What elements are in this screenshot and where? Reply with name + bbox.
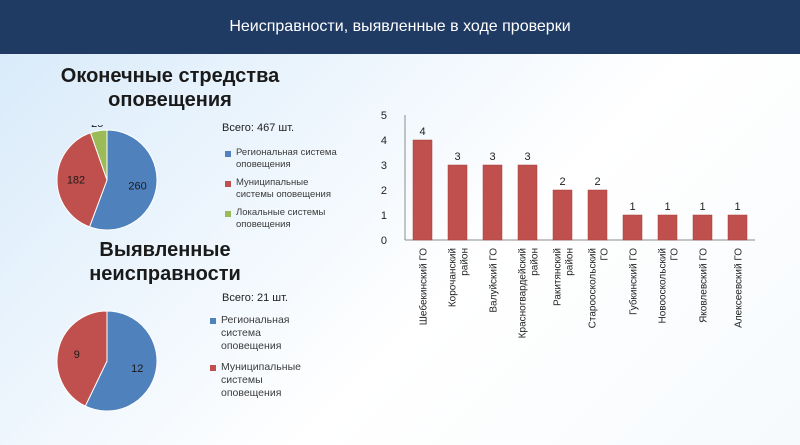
bar: [482, 164, 503, 241]
bar-data-label: 1: [699, 201, 705, 213]
bar: [587, 189, 608, 241]
x-tick-label-line: Новооскольский: [658, 248, 669, 324]
x-tick-label-line: Шебекинский ГО: [418, 248, 430, 325]
legend-swatch: [210, 318, 216, 324]
x-tick-label-line: Старооскольский: [588, 248, 599, 328]
pie-data-label: 260: [128, 180, 146, 192]
x-tick-label-line: Ракитянский: [553, 248, 564, 306]
legend-item: Региональная система оповещения: [225, 147, 340, 171]
slide-header: Неисправности, выявленные в ходе проверк…: [0, 0, 800, 54]
legend-item: Муниципальные системы оповещения: [225, 177, 340, 201]
x-tick-label-line: ГО: [670, 248, 681, 261]
x-tick-label: Новооскольский ГО: [658, 248, 681, 324]
legend-label: Муниципальные системы оповещения: [221, 361, 301, 399]
x-tick-label-line: ГО: [600, 248, 611, 261]
x-tick-label-line: Алексеевский ГО: [734, 248, 745, 328]
legend-item: Региональная система оповещения: [210, 314, 320, 353]
bar-data-label: 1: [664, 201, 670, 213]
pie-slice: [84, 310, 158, 412]
x-tick-label: Алексеевский ГО: [734, 248, 745, 328]
legend-label: Локальные системы оповещения: [236, 207, 326, 230]
bar-data-label: 3: [524, 151, 530, 163]
x-tick-label-line: Красногвардейский: [518, 248, 529, 338]
bar: [447, 164, 468, 241]
x-tick-label: Старооскольский ГО: [588, 248, 611, 329]
pie-slice: [88, 129, 158, 231]
legend-faults: Региональная система оповещения Муниципал…: [210, 314, 320, 408]
bar-data-label: 4: [419, 126, 425, 138]
x-tick-label: Шебекинский ГО: [418, 248, 430, 325]
bar-data-label: 3: [489, 151, 495, 163]
x-tick-label-line: Валуйский ГО: [489, 248, 500, 313]
pie-chart-faults: 12 9: [56, 310, 158, 412]
x-tick-label: Валуйский ГО: [489, 248, 500, 313]
total-endpoint-devices: Всего: 467 шт.: [222, 122, 295, 134]
y-tick-label: 2: [381, 185, 387, 197]
x-tick-label-line: район: [565, 248, 576, 276]
legend-label: Региональная система оповещения: [221, 314, 290, 352]
legend-label: Региональная система оповещения: [236, 147, 337, 170]
bar: [657, 214, 678, 241]
legend-swatch: [210, 365, 216, 371]
bar-data-label: 1: [734, 201, 740, 213]
x-tick-label-line: Корочанский: [448, 248, 459, 307]
legend-swatch: [225, 181, 231, 187]
x-tick-label: Ракитянский район: [553, 248, 576, 306]
bar-data-label: 1: [629, 201, 635, 213]
section-title-endpoint-devices: Оконечные стредства оповещения: [60, 65, 280, 111]
bar: [517, 164, 538, 241]
bar-data-label: 2: [594, 176, 600, 188]
section-title-faults: Выявленные неисправности: [89, 239, 241, 285]
y-tick-label: 5: [381, 110, 387, 122]
pie-chart-endpoint-devices: 260 182 25: [56, 125, 158, 231]
pie-data-label: 9: [74, 349, 80, 361]
total-faults: Всего: 21 шт.: [222, 292, 288, 304]
bar: [692, 214, 713, 241]
x-tick-label: Корочанский район: [448, 248, 471, 307]
x-tick-label-line: район: [460, 248, 471, 276]
x-tick-label: Яковлевский ГО: [699, 248, 710, 323]
y-tick-label: 4: [381, 135, 387, 147]
pie-data-label: 25: [91, 125, 103, 130]
x-tick-label-line: Яковлевский ГО: [699, 248, 710, 323]
y-tick-label: 1: [381, 210, 387, 222]
pie-data-label: 182: [67, 175, 85, 187]
pie-data-label: 12: [131, 363, 143, 375]
legend-endpoint-devices: Региональная система оповещения Муниципал…: [225, 147, 340, 237]
pie-slice: [56, 310, 108, 407]
y-tick-label: 3: [381, 160, 387, 172]
bar: [552, 189, 573, 241]
pie-slice: [89, 129, 108, 181]
legend-item: Муниципальные системы оповещения: [210, 361, 320, 400]
bar: [622, 214, 643, 241]
legend-label: Муниципальные системы оповещения: [236, 177, 331, 200]
legend-item: Локальные системы оповещения: [225, 207, 340, 231]
x-tick-label: Губкинский ГО: [628, 248, 640, 315]
bar-data-label: 3: [454, 151, 460, 163]
x-tick-label: Красногвардейский район: [518, 248, 541, 338]
bar: [727, 214, 748, 241]
legend-swatch: [225, 211, 231, 217]
x-tick-label-line: Губкинский ГО: [628, 248, 640, 315]
legend-swatch: [225, 151, 231, 157]
bar-data-label: 2: [559, 176, 565, 188]
slide-title: Неисправности, выявленные в ходе проверк…: [229, 18, 571, 35]
y-tick-label: 0: [381, 235, 387, 247]
x-tick-label-line: район: [530, 248, 541, 276]
bar: [412, 139, 433, 241]
pie-slice: [56, 132, 108, 228]
